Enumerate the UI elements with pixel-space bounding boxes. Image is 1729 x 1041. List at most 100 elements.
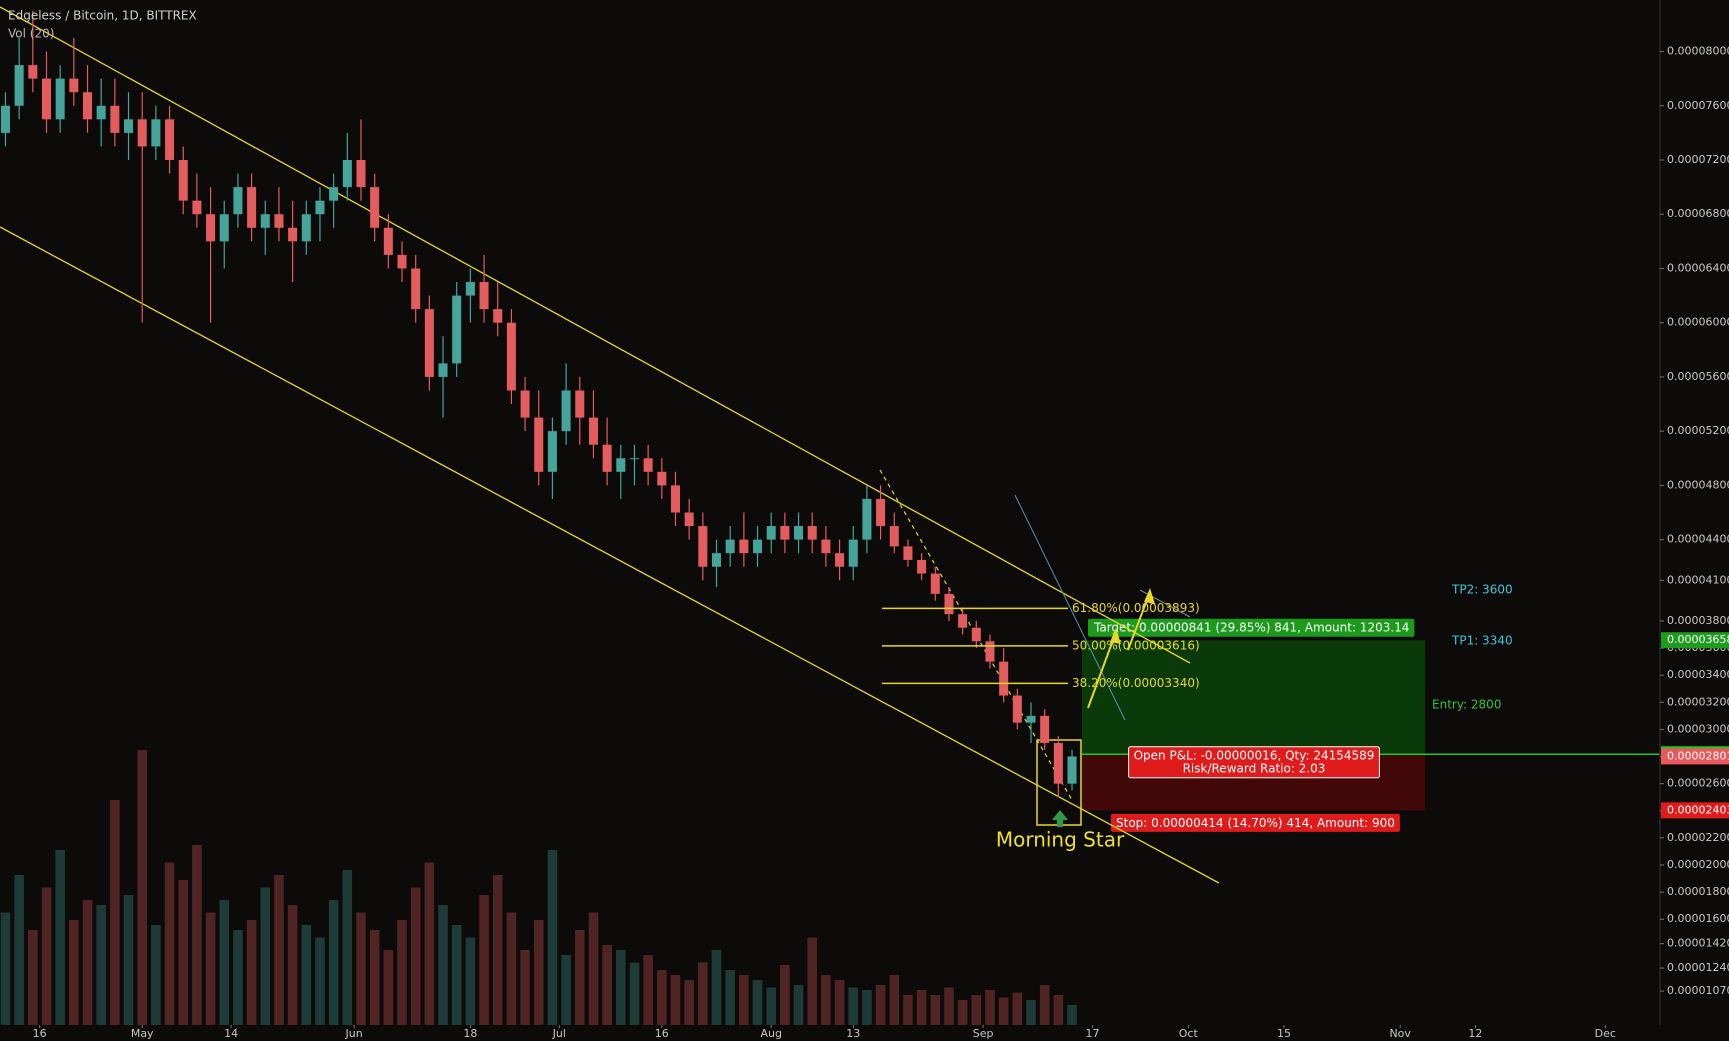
candle-body (165, 119, 175, 160)
candle-body (151, 119, 161, 147)
volume-bar (123, 895, 134, 1025)
volume-bar (164, 862, 175, 1025)
candle-body (506, 322, 516, 391)
x-tick-label: 14 (224, 1027, 238, 1040)
lower-trendline (0, 226, 1220, 884)
y-tick-label: 0.00004100 (1667, 573, 1729, 586)
candle-body (83, 92, 93, 120)
candle-body (848, 539, 858, 567)
axis-layer: 0.00008000 0.00007600 0.00007200 0.00006800… (33, 0, 1729, 1040)
arrow-1 (1087, 631, 1117, 709)
candle-body (643, 458, 653, 472)
candle-body (465, 282, 475, 296)
candle-body (547, 431, 557, 472)
volume-bar (41, 887, 52, 1025)
volume-bar (492, 875, 503, 1025)
candle-body (110, 105, 120, 133)
volume-bar (862, 990, 872, 1025)
volume-layer (0, 750, 1077, 1025)
candle-body (807, 526, 817, 540)
x-tick-label: Dec (1595, 1027, 1616, 1040)
candle-body (930, 573, 940, 594)
volume-bar (1053, 995, 1064, 1025)
candle-body (288, 227, 298, 242)
candle-body (780, 526, 790, 540)
candle-body (479, 282, 489, 310)
candle-body (766, 526, 776, 540)
y-tick-label: 0.00001240 (1667, 961, 1729, 974)
volume-bar (670, 975, 681, 1025)
volume-bar (356, 912, 366, 1025)
volume-bar (96, 905, 106, 1025)
x-tick-label: Aug (760, 1027, 781, 1040)
stop-label-bg (1111, 813, 1400, 832)
x-tick-label: 15 (1277, 1027, 1291, 1040)
volume-bar (875, 985, 886, 1025)
price-marker (1661, 632, 1729, 649)
rr-label: Risk/Reward Ratio: 2.03 (1183, 762, 1326, 776)
y-tick-label: 0.00008000 (1667, 45, 1729, 58)
volume-bar (205, 912, 216, 1025)
price-marker (1661, 802, 1729, 819)
price-marker (1661, 748, 1729, 765)
volume-bar (561, 955, 571, 1025)
candle-body (985, 641, 995, 662)
volume-bar (274, 875, 284, 1025)
y-tick-label: 0.00006000 (1667, 316, 1729, 329)
volume-bar (328, 900, 339, 1025)
volume-bar (0, 912, 11, 1025)
y-tick-label: 0.00002200 (1667, 831, 1729, 844)
candle-body (944, 593, 954, 615)
volume-bar (260, 887, 271, 1025)
volume-bar (55, 850, 65, 1025)
volume-bar (725, 970, 735, 1025)
volume-bar (766, 987, 776, 1025)
candle-body (411, 268, 421, 310)
candle-body (438, 363, 448, 377)
candle-body (917, 559, 927, 574)
up-arrow-icon (1052, 810, 1068, 827)
candle-body (616, 458, 626, 472)
candle-body (178, 159, 188, 201)
volume-bar (711, 950, 722, 1025)
x-tick-label: 16 (33, 1027, 47, 1040)
profit-zone (1082, 640, 1425, 755)
candle-body (274, 214, 284, 228)
y-tick-label: 0.00007600 (1667, 99, 1729, 112)
candle-body (588, 417, 598, 445)
volume-bar (369, 930, 380, 1025)
candle-body (28, 65, 38, 79)
volume-bar (930, 995, 941, 1025)
x-tick-label: May (131, 1027, 154, 1040)
x-tick-label: 16 (655, 1027, 669, 1040)
volume-bar (479, 895, 489, 1025)
y-tick-label: 0.00005600 (1667, 370, 1729, 383)
candle-body (794, 526, 804, 540)
blue-line (1014, 494, 1126, 721)
candle-body (370, 187, 380, 228)
candle-body (561, 390, 571, 432)
y-tick-label: 0.00003800 (1667, 614, 1729, 627)
volume-bar (903, 995, 913, 1025)
volume-bar (889, 975, 900, 1025)
y-tick-label: 0.00006400 (1667, 261, 1729, 274)
price-marker-label: 0.00003658 (1667, 633, 1729, 646)
candles-layer (0, 10, 1077, 798)
candle-body (958, 614, 968, 628)
volume-bar (944, 987, 954, 1025)
volume-bar (752, 980, 763, 1025)
volume-bar (465, 937, 476, 1025)
fib-label: 38.20%(0.00003340) (1072, 676, 1200, 690)
candle-body (0, 105, 10, 133)
stop-label: Stop: 0.00000414 (14.70%) 414, Amount: 9… (1116, 816, 1395, 830)
y-tick-label: 0.00001420 (1667, 937, 1729, 950)
candle-body (356, 159, 366, 188)
volume-bar (301, 925, 312, 1025)
fib-label: 61.80%(0.00003893) (1072, 601, 1200, 615)
candle-body (889, 526, 899, 547)
candle-body (862, 498, 872, 540)
candle-body (69, 78, 79, 93)
volume-bar (629, 962, 640, 1025)
x-tick-label: Jul (552, 1027, 566, 1040)
candle-body (41, 78, 52, 120)
